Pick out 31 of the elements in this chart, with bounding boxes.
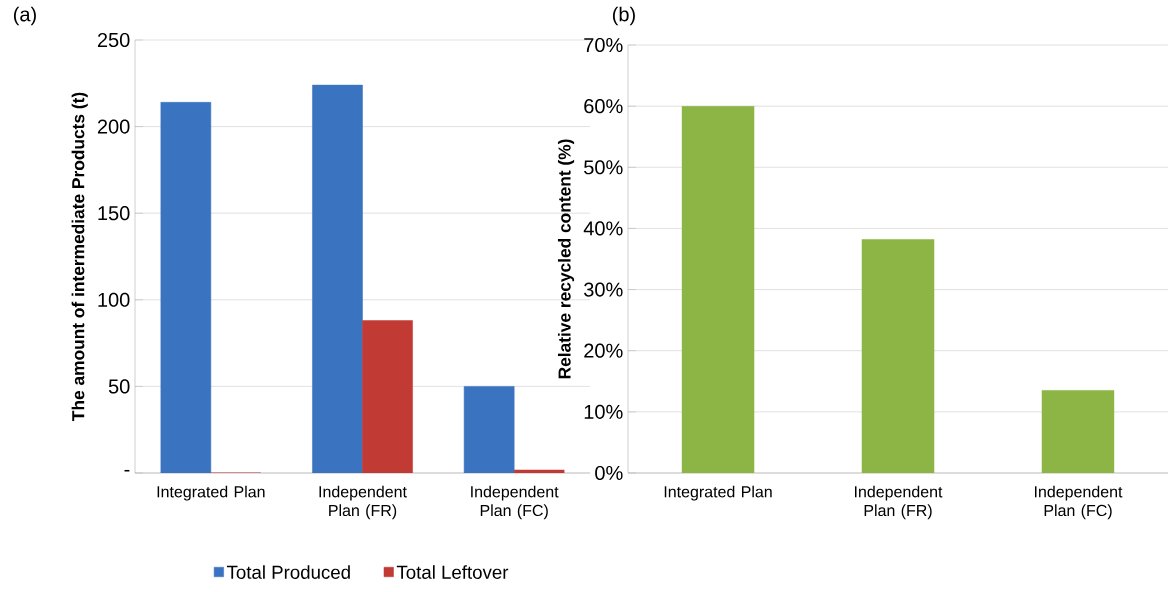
y-tick-label: 250 [97, 32, 130, 48]
x-tick-label: Integrated Plan [664, 485, 772, 501]
bar [681, 105, 755, 473]
y-tick-label: 200 [97, 119, 130, 134]
chart-title: (a) [13, 6, 36, 26]
x-tick-label: Independent Plan (FC) [1035, 485, 1123, 520]
x-tick-label: Independent Plan (FC) [471, 485, 559, 520]
y-tick-label: 20% [584, 343, 623, 358]
y-tick-label: 50 [108, 379, 130, 394]
y-tick-label: - [124, 469, 130, 472]
y-tick-label: 50% [584, 160, 623, 175]
y-tick-label: 40% [583, 221, 623, 236]
legend-label: Total Leftover [396, 565, 509, 579]
bar [1041, 390, 1115, 473]
x-tick-label: Independent Plan (FR) [855, 485, 943, 520]
y-tick-label: 60% [584, 99, 623, 114]
x-tick-label: Independent Plan (FR) [319, 485, 407, 520]
y-axis-title: The amount of intermediate Products (t) [71, 92, 88, 421]
y-tick-label: 10% [584, 404, 623, 419]
y-tick-label: 100 [98, 292, 130, 307]
legend-label: Total Produced [226, 565, 350, 579]
bar [861, 239, 935, 473]
bar [513, 469, 565, 473]
chart-title: (b) [612, 6, 635, 26]
x-tick-label: Integrated Plan [157, 485, 265, 501]
y-tick-label: 30% [584, 282, 623, 297]
y-tick-label: 70% [584, 37, 623, 53]
bar [362, 320, 413, 473]
y-tick-label: 0% [595, 465, 623, 481]
y-tick-label: 150 [98, 206, 130, 221]
y-axis-title: Relative recycled content (%) [557, 139, 575, 379]
